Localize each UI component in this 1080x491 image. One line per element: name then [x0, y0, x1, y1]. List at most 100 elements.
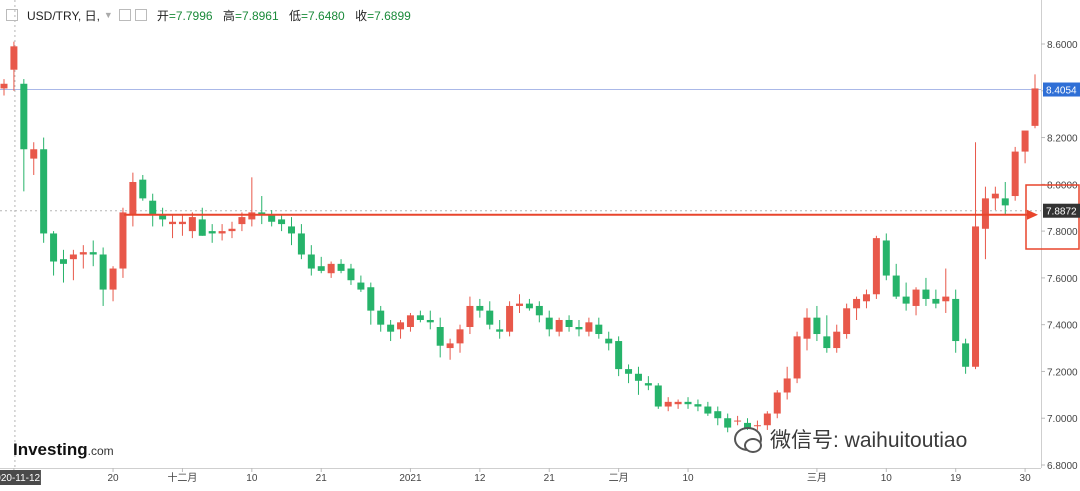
candle-down [1001, 198, 1009, 206]
candle-down [268, 214, 276, 222]
candle-up [119, 212, 127, 269]
candle-up [0, 83, 8, 89]
candle-down [208, 231, 216, 234]
candle-up [664, 401, 672, 407]
candle-down [476, 305, 484, 311]
candle-up [833, 331, 841, 349]
x-tick-label: 10 [246, 473, 258, 484]
candle-down [278, 219, 286, 225]
y-tick-label: 7.6000 [1047, 274, 1078, 285]
candle-up [872, 238, 880, 295]
candle-down [644, 383, 652, 386]
candle-up [783, 378, 791, 393]
candle-up [585, 322, 593, 332]
candle-up [773, 392, 781, 414]
candle-down [149, 200, 157, 215]
candle-up [69, 254, 77, 260]
candle-up [238, 217, 246, 225]
candle-down [882, 240, 890, 276]
investing-logo[interactable]: Investing.com [13, 440, 114, 460]
minus-square-icon[interactable] [6, 9, 18, 21]
x-tick-label: 2020-11-12 [0, 473, 41, 484]
candle-up [1011, 151, 1019, 197]
x-tick-label: 12 [474, 473, 486, 484]
candle-down [654, 385, 662, 407]
candle-up [674, 401, 682, 405]
price-label-text: 8.4054 [1046, 86, 1077, 97]
candle-down [535, 305, 543, 316]
chevron-down-icon[interactable]: ▼ [103, 10, 113, 20]
x-tick-label: 21 [544, 473, 556, 484]
candle-down [486, 310, 494, 325]
candle-down [922, 289, 930, 299]
candle-up [803, 317, 811, 339]
y-tick-label: 7.0000 [1047, 414, 1078, 425]
candle-up [30, 149, 38, 159]
candle-down [20, 83, 28, 150]
candle-down [684, 401, 692, 405]
price-label-text: 7.8872 [1046, 207, 1077, 218]
price-label-box [1043, 82, 1080, 97]
candle-down [952, 298, 960, 342]
candle-down [307, 254, 315, 269]
candle-down [198, 219, 206, 236]
candle-down [496, 329, 504, 332]
candle-down [416, 315, 424, 320]
candle-down [714, 411, 722, 419]
symbol-label[interactable]: USD/TRY, 日, [27, 8, 100, 23]
candle-down [436, 327, 444, 346]
logo-main: Investing [13, 440, 88, 459]
candle-down [377, 310, 385, 325]
candle-up [981, 198, 989, 229]
candle-down [634, 373, 642, 381]
candle-up [753, 425, 761, 427]
candle-up [129, 181, 137, 215]
candle-up [912, 289, 920, 306]
x-tick-label: 三月 [807, 472, 827, 484]
candle-down [139, 179, 147, 199]
candle-up [942, 296, 950, 302]
y-tick-label: 7.8000 [1047, 227, 1078, 238]
x-tick-label: 21 [316, 473, 328, 484]
candle-down [565, 319, 573, 328]
wechat-icon [734, 427, 762, 453]
candle-up [793, 336, 801, 379]
candle-down [347, 268, 355, 281]
candle-down [932, 298, 940, 304]
candle-up [327, 263, 335, 274]
candle-up [843, 308, 851, 335]
candle-down [813, 317, 821, 335]
candle-down [892, 275, 900, 297]
candle-down [297, 233, 305, 255]
candle-down [902, 296, 910, 304]
candle-up [406, 315, 414, 328]
candle-up [169, 221, 177, 225]
compare-square-icon[interactable] [134, 9, 147, 21]
y-tick-label: 8.0000 [1047, 180, 1078, 191]
low-value: =7.6480 [301, 8, 345, 23]
candle-up [10, 46, 18, 70]
open-key: 开 [156, 8, 169, 23]
open-value: =7.7996 [168, 8, 213, 23]
chart-header: USD/TRY, 日, ▼ 开=7.7996 高=7.8961 低=7.6480… [6, 6, 418, 24]
high-value: =7.8961 [234, 8, 279, 23]
candle-up [446, 343, 454, 349]
candle-down [545, 317, 553, 330]
candle-up [248, 212, 256, 220]
reference-arrow-head [1027, 209, 1038, 220]
x-tick-label: 30 [1020, 473, 1032, 484]
candle-down [605, 338, 613, 344]
candle-up [555, 319, 563, 332]
candle-up [218, 231, 226, 234]
x-tick-label: 十二月 [167, 471, 197, 484]
settings-square-icon[interactable] [118, 9, 131, 21]
x-tick-label: 20 [107, 473, 119, 484]
candle-up [734, 420, 742, 422]
candle-down [50, 233, 58, 262]
candle-down [694, 404, 702, 407]
y-tick-label: 6.8000 [1047, 461, 1078, 472]
candle-down [724, 418, 732, 428]
candle-down [367, 287, 375, 311]
